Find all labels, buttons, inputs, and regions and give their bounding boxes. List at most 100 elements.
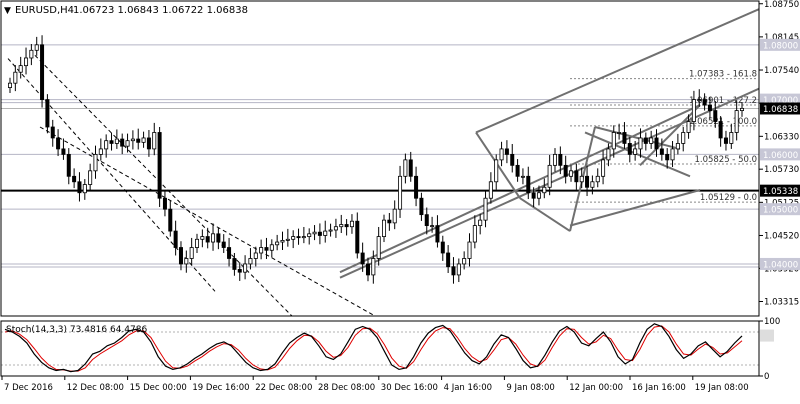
candle-bear <box>622 132 627 144</box>
candle-bull <box>88 170 93 185</box>
candle-bear <box>168 208 173 232</box>
candle-bull <box>269 244 274 251</box>
candle-bull <box>595 175 600 183</box>
candle-bull <box>280 239 285 243</box>
candle-bear <box>56 137 61 150</box>
price-level-tag-label: 1.06000 <box>763 151 798 161</box>
candle-bull <box>376 236 381 259</box>
price-tick-label: 1.04520 <box>764 231 799 241</box>
candle-bear <box>713 110 718 122</box>
candle-bear <box>120 138 125 147</box>
price-tick-label: 1.06330 <box>764 132 799 142</box>
fib-level-label: 1.07383 - 161.8 <box>689 70 757 80</box>
candle-bull <box>141 137 146 143</box>
time-tick-label: 16 Jan 16:00 <box>632 383 686 393</box>
candle-bull <box>520 175 525 178</box>
candle-bull <box>195 238 200 248</box>
candle-bull <box>499 148 504 161</box>
price-level-tag <box>760 102 800 115</box>
stochastic-oscillator <box>1 323 759 373</box>
candle-bull <box>494 159 499 183</box>
candle-bear <box>72 175 77 183</box>
price-tick-label: 1.03315 <box>764 297 799 307</box>
candle-bear <box>707 104 712 111</box>
stoch-signal-line <box>4 325 743 372</box>
candle-bull <box>125 140 130 147</box>
candle-bull <box>29 49 34 59</box>
candle-bull <box>13 71 18 84</box>
candle-bear <box>419 197 424 216</box>
candle-bull <box>307 233 312 237</box>
candle-bull <box>349 220 354 228</box>
candle-bull <box>382 219 387 237</box>
candle-bull <box>211 233 216 243</box>
candle-bear <box>585 175 590 188</box>
candle-bear <box>574 170 579 183</box>
candle-bear <box>558 153 563 166</box>
candle-bear <box>232 258 237 270</box>
candle-bear <box>237 269 242 273</box>
candle-bull <box>93 153 98 172</box>
pattern-line <box>519 197 571 232</box>
candle-bear <box>264 247 269 251</box>
chart-frame <box>0 0 760 377</box>
candle-bull <box>291 236 296 240</box>
ascending-channel-line <box>569 189 701 227</box>
price-level-tag <box>760 148 800 161</box>
descending-channel-line <box>29 49 293 316</box>
candle-bull <box>253 252 258 259</box>
candle-bull <box>200 236 205 240</box>
price-tick-label: 1.08145 <box>764 33 799 43</box>
candle-bull <box>333 226 338 231</box>
candle-bear <box>435 225 440 243</box>
candle-bull <box>398 175 403 210</box>
stoch-main-line <box>4 323 743 373</box>
candle-bear <box>718 121 723 139</box>
candle-bear <box>344 224 349 228</box>
time-tick-label: 15 Dec 00:00 <box>130 383 187 393</box>
price-axis: 1.087501.081451.075401.069351.063301.057… <box>759 0 800 382</box>
candle-bull <box>248 258 253 265</box>
candle-bull <box>301 236 306 239</box>
candle-bull <box>243 263 248 273</box>
price-tick-label: 1.08750 <box>764 0 799 10</box>
time-tick-label: 30 Dec 16:00 <box>381 383 438 393</box>
candle-bull <box>7 82 13 88</box>
candlestick-series <box>7 35 745 284</box>
price-level-tag-label: 1.05338 <box>763 187 798 197</box>
pattern-line <box>639 104 701 167</box>
candle-bull <box>114 138 119 144</box>
fib-level-label: 1.06521 - 100.0 <box>689 117 757 127</box>
candle-bear <box>50 126 55 139</box>
candle-bear <box>387 219 392 224</box>
price-level-tag-label: 1.07000 <box>763 96 798 106</box>
candle-bull <box>478 219 483 227</box>
candle-bear <box>424 214 429 227</box>
candle-bear <box>136 138 141 143</box>
candle-bull <box>152 132 157 150</box>
candle-bear <box>723 137 728 144</box>
candle-bear <box>365 263 370 276</box>
candle-bear <box>296 236 301 239</box>
candle-bull <box>569 170 574 177</box>
candle-bear <box>563 164 568 177</box>
candle-bull <box>403 159 408 177</box>
candle-bull <box>617 132 622 134</box>
time-tick-label: 19 Jan 08:00 <box>695 383 749 393</box>
candle-bull <box>312 231 317 235</box>
candle-bear <box>317 231 322 236</box>
candle-bull <box>371 258 376 276</box>
price-level-tag <box>760 257 800 270</box>
stoch-value-tag <box>760 329 774 342</box>
candle-bull <box>104 140 109 150</box>
candle-bear <box>440 241 445 254</box>
chart-ohlc: 1.06723 1.06843 1.06722 1.06838 <box>73 5 248 16</box>
candle-bull <box>579 175 584 183</box>
candle-bear <box>77 181 82 194</box>
stoch-tick-label: 0 <box>764 372 769 382</box>
candle-bull <box>686 121 691 133</box>
header-arrow-icon[interactable]: ▼ <box>4 6 11 16</box>
price-level-tag-label: 1.08000 <box>763 41 798 51</box>
